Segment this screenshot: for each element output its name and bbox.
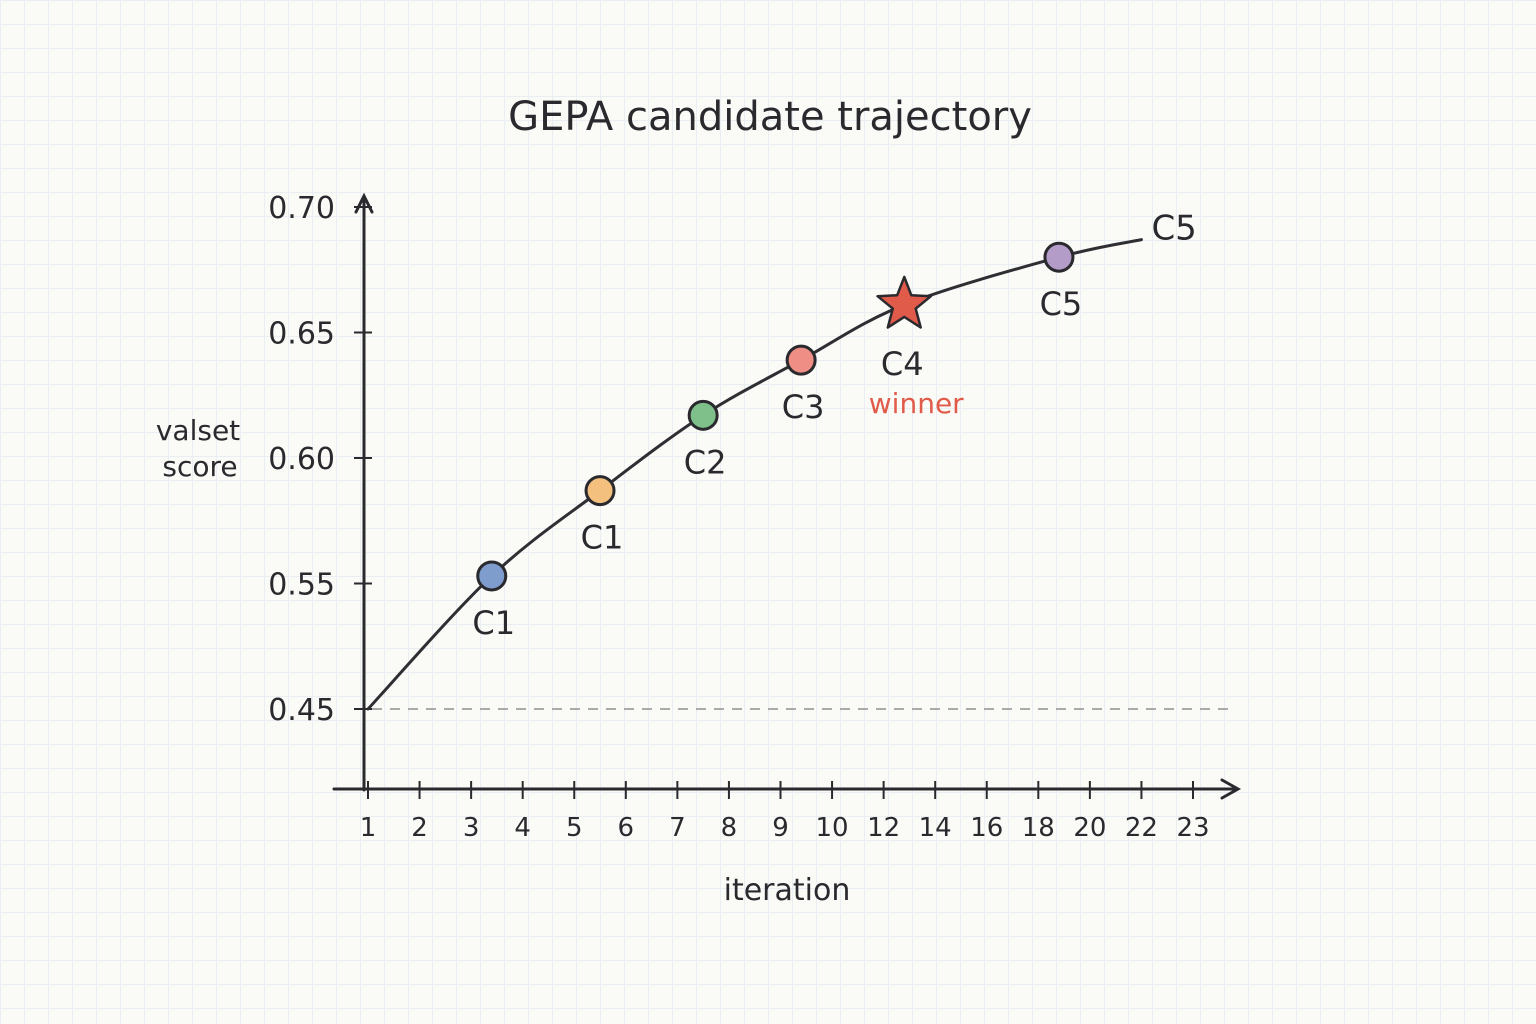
winner-star-marker <box>876 275 933 329</box>
point-label: C2 <box>684 443 727 481</box>
x-tick-label: 22 <box>1125 813 1158 843</box>
y-tick-label: 0.60 <box>268 442 335 477</box>
x-tick-label: 14 <box>919 813 952 843</box>
point-label: C3 <box>782 388 825 426</box>
x-tick-label: 20 <box>1073 813 1106 843</box>
point-label: C5 <box>1040 285 1083 323</box>
chart-title: GEPA candidate trajectory <box>508 94 1032 140</box>
x-tick-label: 18 <box>1022 813 1055 843</box>
x-tick-label: 1 <box>360 813 377 843</box>
x-tick-label: 16 <box>970 813 1003 843</box>
x-tick-label: 10 <box>816 813 849 843</box>
point-label: C4 <box>881 345 924 383</box>
candidate-point-marker <box>584 475 616 507</box>
x-tick-label: 12 <box>867 813 900 843</box>
x-tick-label: 9 <box>772 813 789 843</box>
y-tick-label: 0.70 <box>268 191 335 226</box>
x-tick-label: 2 <box>411 813 428 843</box>
x-tick-label: 4 <box>514 813 531 843</box>
y-tick-label: 0.45 <box>268 693 335 728</box>
candidate-point-marker <box>476 560 508 592</box>
candidate-point-marker <box>1043 241 1075 273</box>
x-tick-label: 8 <box>721 813 738 843</box>
x-axis-arrow <box>1220 778 1242 800</box>
y-axis-label: valset score <box>156 414 240 483</box>
point-label: C1 <box>581 519 624 557</box>
y-tick-label: 0.55 <box>268 568 335 603</box>
marks: C1 C1 C2 C3 C4 winner C5 C5 <box>366 209 1230 711</box>
x-tick-label: 23 <box>1176 813 1209 843</box>
line-end-label: C5 <box>1151 209 1196 249</box>
x-tick-label: 3 <box>463 813 480 843</box>
x-tick-label: 7 <box>669 813 686 843</box>
point-label: C1 <box>472 604 515 642</box>
x-axis-label: iteration <box>724 873 851 908</box>
y-tick-label: 0.65 <box>268 317 335 352</box>
candidate-point-marker <box>785 344 817 376</box>
winner-annotation: winner <box>869 387 964 420</box>
candidate-point-marker <box>687 399 719 431</box>
x-tick-label: 6 <box>618 813 635 843</box>
x-tick-label: 5 <box>566 813 583 843</box>
axes: 1 2 3 4 5 6 7 8 9 10 12 14 16 18 20 22 230.450.550.600.6… <box>268 191 1242 843</box>
